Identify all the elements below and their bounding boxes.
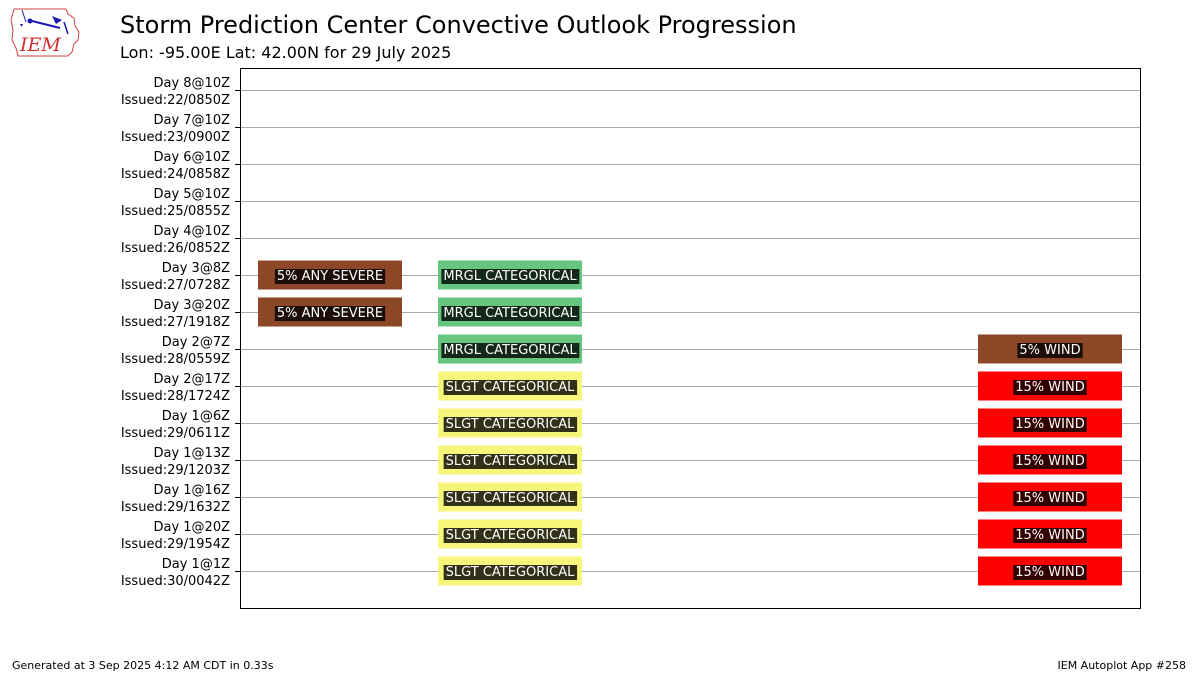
y-tick-label-day: Day 1@1Z (162, 557, 230, 572)
outlook-cell: SLGT CATEGORICAL (438, 519, 582, 549)
outlook-cells: 5% ANY SEVERE MRGL CATEGORICAL 5% ANY SEVE… (258, 260, 1122, 586)
y-tick-label-day: Day 2@17Z (153, 372, 230, 387)
outlook-cell: SLGT CATEGORICAL (438, 445, 582, 475)
outlook-cell-label: MRGL CATEGORICAL (443, 269, 577, 284)
outlook-cell: 15% WIND (978, 482, 1122, 512)
outlook-cell-label-bg (443, 528, 578, 543)
outlook-cell: 15% WIND (978, 556, 1122, 586)
outlook-cell-label: 5% ANY SEVERE (277, 306, 383, 321)
y-tick-label-issued: Issued:22/0850Z (121, 93, 230, 108)
outlook-cell-label-bg (1013, 565, 1087, 580)
outlook-cell-label: 15% WIND (1015, 417, 1084, 432)
outlook-cell-label: MRGL CATEGORICAL (443, 306, 577, 321)
outlook-cell: MRGL CATEGORICAL (438, 260, 582, 290)
outlook-cell-label-bg (274, 306, 386, 321)
y-tick-label-issued: Issued:29/1203Z (121, 463, 230, 478)
outlook-cell: 5% ANY SEVERE (258, 297, 402, 327)
outlook-cell-label-bg (443, 417, 578, 432)
y-tick-label-issued: Issued:29/1632Z (121, 500, 230, 515)
outlook-cell: 15% WIND (978, 408, 1122, 438)
iem-logo: IEM (10, 8, 80, 57)
outlook-cell: SLGT CATEGORICAL (438, 408, 582, 438)
chart-subtitle: Lon: -95.00E Lat: 42.00N for 29 July 202… (120, 43, 452, 62)
outlook-cell: MRGL CATEGORICAL (438, 297, 582, 327)
y-tick-label-issued: Issued:28/0559Z (121, 352, 230, 367)
outlook-cell-label-bg (443, 491, 578, 506)
y-tick-label-day: Day 1@20Z (153, 520, 230, 535)
outlook-cell-label: 15% WIND (1015, 491, 1084, 506)
y-tick-label-day: Day 8@10Z (153, 76, 230, 91)
y-tick-label-day: Day 3@20Z (153, 298, 230, 313)
y-tick-label-day: Day 6@10Z (153, 150, 230, 165)
outlook-cell-label-bg (1013, 491, 1087, 506)
y-tick-label-day: Day 4@10Z (153, 224, 230, 239)
outlook-cell-label-bg (1017, 343, 1083, 358)
outlook-cell: 15% WIND (978, 519, 1122, 549)
outlook-cell-label-bg (1013, 417, 1087, 432)
y-tick-label-issued: Issued:29/1954Z (121, 537, 230, 552)
y-tick-label-issued: Issued:30/0042Z (121, 574, 230, 589)
outlook-cell-label-bg (441, 343, 580, 358)
y-tick-label-day: Day 1@16Z (153, 483, 230, 498)
outlook-cell: SLGT CATEGORICAL (438, 482, 582, 512)
y-tick-label-day: Day 5@10Z (153, 187, 230, 202)
outlook-cell-label: 15% WIND (1015, 528, 1084, 543)
outlook-cell: 5% ANY SEVERE (258, 260, 402, 290)
outlook-cell-label-bg (443, 454, 578, 469)
y-tick-label-issued: Issued:28/1724Z (121, 389, 230, 404)
outlook-cell-label: 15% WIND (1015, 380, 1084, 395)
y-tick-label-issued: Issued:24/0858Z (121, 167, 230, 182)
outlook-cell-label-bg (1013, 528, 1087, 543)
logo-text: IEM (19, 34, 61, 56)
y-tick-label-day: Day 1@6Z (162, 409, 230, 424)
outlook-cell-label-bg (1013, 454, 1087, 469)
outlook-cell-label-bg (1013, 380, 1087, 395)
outlook-cell: 15% WIND (978, 445, 1122, 475)
y-tick-label-day: Day 2@7Z (162, 335, 230, 350)
y-tick-label-issued: Issued:27/0728Z (121, 278, 230, 293)
y-tick-label-issued: Issued:29/0611Z (121, 426, 230, 441)
chart-title: Storm Prediction Center Convective Outlo… (120, 11, 797, 39)
y-tick-label-issued: Issued:26/0852Z (121, 241, 230, 256)
outlook-cell: SLGT CATEGORICAL (438, 556, 582, 586)
y-tick-label-issued: Issued:27/1918Z (121, 315, 230, 330)
outlook-cell-label-bg (441, 269, 580, 284)
y-tick-label-issued: Issued:23/0900Z (121, 130, 230, 145)
outlook-cell-label: 15% WIND (1015, 454, 1084, 469)
outlook-cell: SLGT CATEGORICAL (438, 371, 582, 401)
outlook-cell-label: MRGL CATEGORICAL (443, 343, 577, 358)
outlook-cell-label: 5% WIND (1019, 343, 1080, 358)
outlook-cell: 5% WIND (978, 334, 1122, 364)
app-credit: IEM Autoplot App #258 (1057, 659, 1187, 672)
outlook-cell-label: SLGT CATEGORICAL (446, 380, 575, 395)
outlook-cell-label-bg (443, 565, 578, 580)
y-tick-label-day: Day 7@10Z (153, 113, 230, 128)
y-tick-label-day: Day 1@13Z (153, 446, 230, 461)
outlook-cell-label-bg (441, 306, 580, 321)
outlook-cell-label: SLGT CATEGORICAL (446, 417, 575, 432)
plot-frame (240, 68, 1141, 609)
outlook-cell: MRGL CATEGORICAL (438, 334, 582, 364)
y-tick-label-day: Day 3@8Z (162, 261, 230, 276)
y-axis: Day 8@10Z Issued:22/0850Z Day 7@10Z Issued:… (121, 76, 240, 589)
outlook-cell-label: SLGT CATEGORICAL (446, 565, 575, 580)
outlook-cell: 15% WIND (978, 371, 1122, 401)
outlook-cell-label: 15% WIND (1015, 565, 1084, 580)
outlook-cell-label-bg (443, 380, 578, 395)
outlook-cell-label: 5% ANY SEVERE (277, 269, 383, 284)
y-tick-label-issued: Issued:25/0855Z (121, 204, 230, 219)
generated-note: Generated at 3 Sep 2025 4:12 AM CDT in 0… (12, 659, 274, 672)
outlook-cell-label: SLGT CATEGORICAL (446, 491, 575, 506)
outlook-cell-label-bg (274, 269, 386, 284)
outlook-cell-label: SLGT CATEGORICAL (446, 528, 575, 543)
outlook-cell-label: SLGT CATEGORICAL (446, 454, 575, 469)
